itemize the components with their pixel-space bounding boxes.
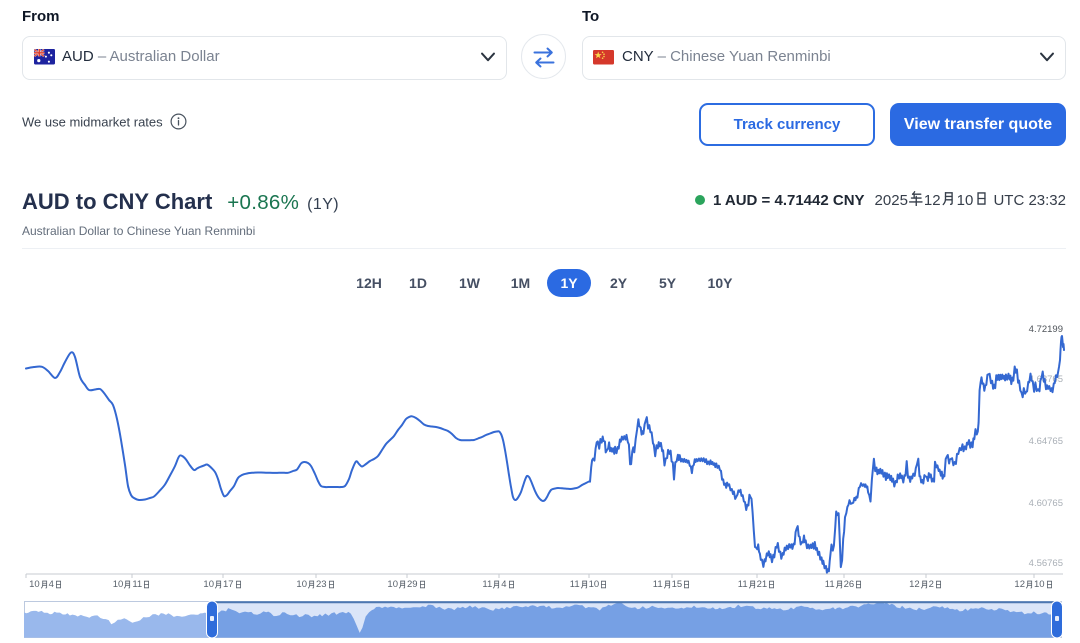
svg-text:4.60765: 4.60765 (1029, 498, 1063, 509)
svg-text:4.56765: 4.56765 (1029, 558, 1063, 569)
svg-text:4.72199: 4.72199 (1029, 324, 1063, 335)
svg-text:4.68765: 4.68765 (1029, 374, 1063, 385)
svg-text:4.64765: 4.64765 (1029, 436, 1063, 447)
